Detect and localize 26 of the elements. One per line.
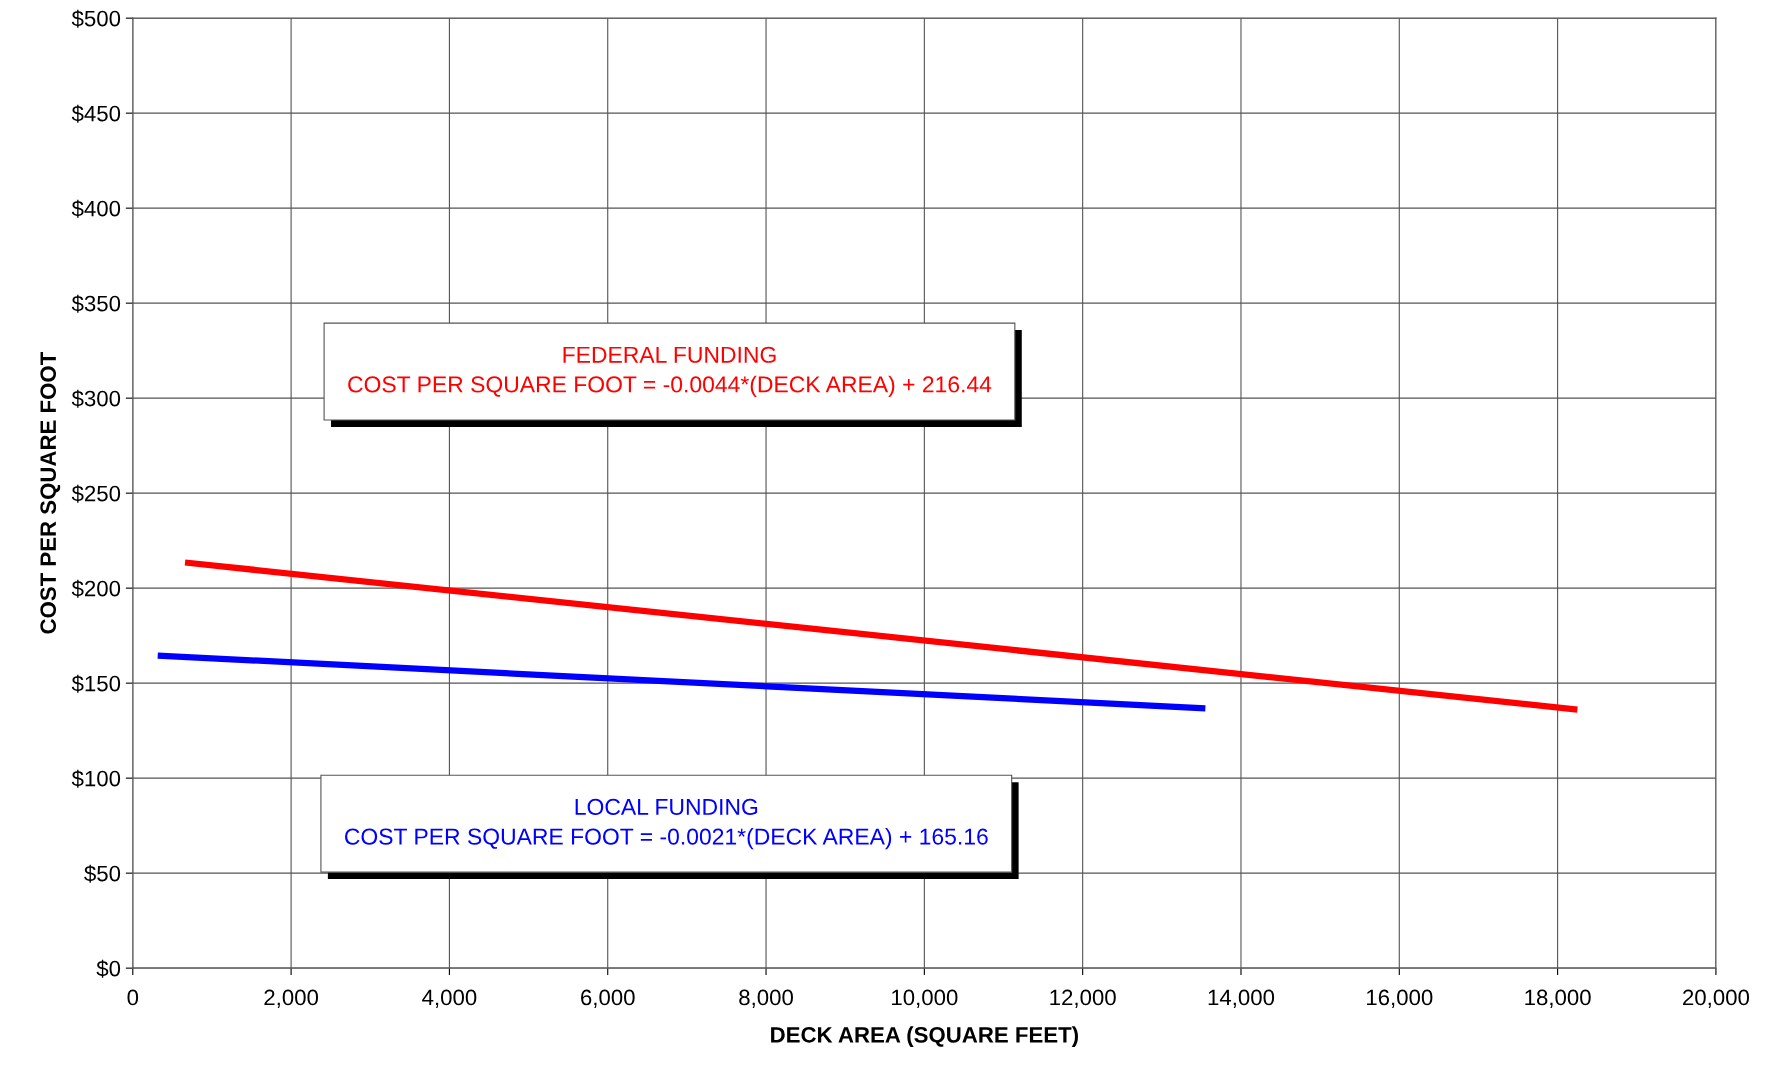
y-tick-label: $300 bbox=[71, 389, 121, 408]
x-tick-label: 18,000 bbox=[1525, 989, 1591, 1008]
y-tick-label: $200 bbox=[71, 579, 121, 598]
y-tick-label: $50 bbox=[84, 864, 121, 883]
x-tick-label: 16,000 bbox=[1367, 989, 1433, 1008]
y-tick-label: $100 bbox=[71, 769, 121, 788]
x-tick-label: 20,000 bbox=[1683, 989, 1750, 1008]
y-tick-label: $350 bbox=[71, 294, 121, 313]
y-tick-label: $0 bbox=[96, 959, 121, 978]
x-axis-title: DECK AREA (SQUARE FEET) bbox=[771, 1026, 1078, 1048]
y-tick-label: $450 bbox=[71, 104, 121, 123]
x-tick-label: 0 bbox=[127, 989, 139, 1006]
y-axis-title: COST PER SQUARE FOOT bbox=[40, 352, 61, 634]
annotation: FEDERAL FUNDING COST PER SQUARE FOOT = -0.0044*(DECK AREA) + 216.44 bbox=[348, 346, 992, 398]
x-tick-label: 8,000 bbox=[739, 989, 793, 1008]
x-tick-label: 10,000 bbox=[892, 989, 958, 1008]
y-tick-label: $400 bbox=[71, 199, 121, 218]
y-tick-label: $500 bbox=[71, 9, 121, 28]
y-tick-label: $150 bbox=[71, 674, 121, 693]
x-tick-label: 2,000 bbox=[264, 989, 319, 1008]
x-tick-label: 6,000 bbox=[581, 989, 635, 1008]
x-tick-label: 12,000 bbox=[1050, 989, 1116, 1008]
y-tick-label: $250 bbox=[71, 484, 121, 503]
x-tick-label: 14,000 bbox=[1208, 989, 1275, 1008]
x-tick-label: 4,000 bbox=[422, 989, 477, 1008]
annotation: LOCAL FUNDING COST PER SQUARE FOOT = -0.0021*(DECK AREA) + 165.16 bbox=[345, 798, 988, 850]
